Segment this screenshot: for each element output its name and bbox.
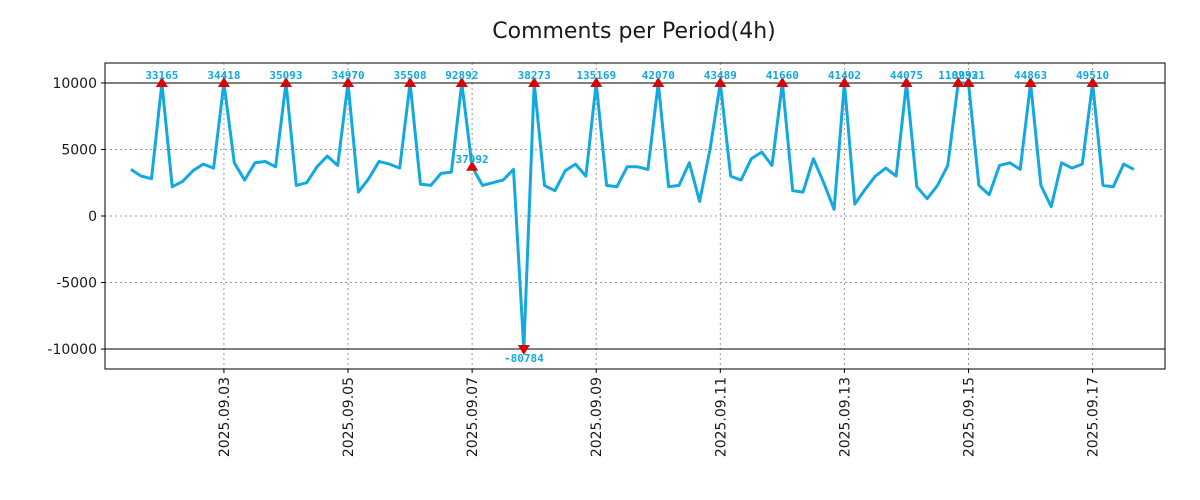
peak-label: 42070 bbox=[642, 69, 675, 82]
y-axis-ticks: 10000 5000 0 -5000 -10000 bbox=[47, 76, 105, 358]
comments-line-chart: Comments per Period(4h) 33165 34418 35093 3… bbox=[0, 0, 1200, 500]
x-tick-label: 2025.09.11 bbox=[713, 377, 729, 457]
peak-label: 92892 bbox=[445, 69, 478, 82]
peak-label: 38273 bbox=[518, 69, 551, 82]
chart-title: Comments per Period(4h) bbox=[492, 19, 776, 44]
peak-label: 43489 bbox=[704, 69, 737, 82]
peak-label: 37092 bbox=[456, 153, 489, 166]
peak-label: 34970 bbox=[331, 69, 364, 82]
peak-label: 135169 bbox=[576, 69, 616, 82]
y-tick-label: -10000 bbox=[47, 342, 97, 358]
x-axis-ticks: 2025.09.03 2025.09.05 2025.09.07 2025.09.09… bbox=[217, 369, 1102, 457]
grid-layer bbox=[105, 63, 1165, 369]
peak-label: 39921 bbox=[952, 69, 985, 82]
x-tick-label: 2025.09.05 bbox=[341, 377, 357, 457]
y-tick-label: 10000 bbox=[52, 76, 97, 92]
chart-root: Comments per Period(4h) 33165 34418 35093 3… bbox=[0, 0, 1200, 500]
y-tick-label: -5000 bbox=[56, 276, 97, 292]
peak-label: 44075 bbox=[890, 69, 923, 82]
x-tick-label: 2025.09.17 bbox=[1086, 377, 1102, 457]
x-tick-label: 2025.09.03 bbox=[217, 377, 233, 457]
y-tick-label: 5000 bbox=[61, 142, 97, 158]
x-tick-label: 2025.09.13 bbox=[837, 377, 853, 457]
peak-label: 35093 bbox=[269, 69, 302, 82]
peak-label: 41402 bbox=[828, 69, 861, 82]
x-tick-label: 2025.09.15 bbox=[962, 377, 978, 457]
y-tick-label: 0 bbox=[88, 209, 97, 225]
peak-label: 49510 bbox=[1076, 69, 1109, 82]
peak-label: 34418 bbox=[207, 69, 240, 82]
peak-label: 33165 bbox=[145, 69, 178, 82]
x-tick-label: 2025.09.09 bbox=[589, 377, 605, 457]
peak-label: -80784 bbox=[504, 352, 544, 365]
peak-label: 35508 bbox=[394, 69, 427, 82]
peak-markers bbox=[156, 77, 1099, 355]
x-tick-label: 2025.09.07 bbox=[465, 377, 481, 457]
peak-label: 41660 bbox=[766, 69, 799, 82]
peak-label: 44863 bbox=[1014, 69, 1047, 82]
